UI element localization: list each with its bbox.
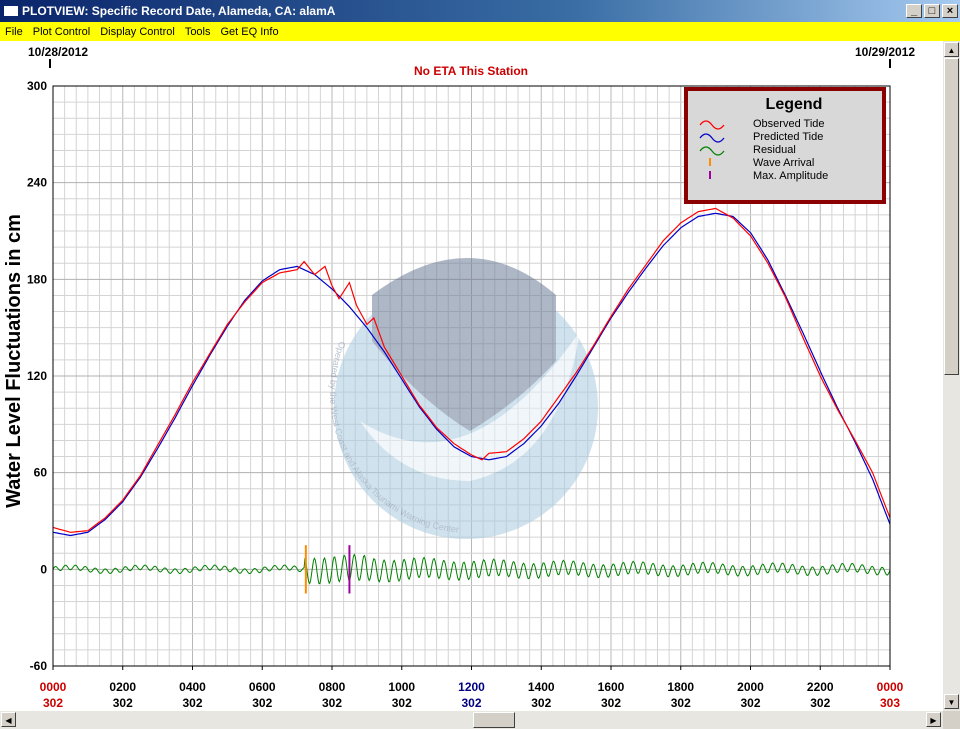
y-tick-label: 240 (27, 176, 47, 190)
scroll-down-button[interactable]: ▼ (944, 694, 959, 709)
y-tick-label: 180 (27, 272, 47, 286)
plot-area: 10/28/2012 10/29/2012 No ETA This Statio… (0, 41, 943, 711)
series-group (52, 207, 891, 594)
scroll-right-button[interactable]: ▶ (926, 712, 941, 727)
series-predicted-tide (52, 212, 891, 537)
x-tick-day: 302 (461, 696, 481, 710)
y-tick-label: 60 (34, 466, 48, 480)
x-tick-time: 1400 (528, 680, 555, 694)
close-button[interactable]: × (942, 4, 958, 18)
series-observed-tide (52, 207, 891, 533)
menu-tools[interactable]: Tools (184, 25, 211, 38)
series-residual (52, 553, 891, 585)
menu-get-eq-info[interactable]: Get EQ Info (220, 25, 279, 38)
menu-display-control[interactable]: Display Control (100, 25, 175, 38)
x-tick-time: 2000 (737, 680, 764, 694)
legend-box (684, 87, 886, 204)
scroll-up-button[interactable]: ▲ (944, 42, 959, 57)
x-tick-day: 302 (252, 696, 272, 710)
x-tick-time: 1800 (667, 680, 694, 694)
noaa-watermark-wave (360, 331, 580, 481)
y-tick-label: 120 (27, 369, 47, 383)
x-tick-day: 302 (392, 696, 412, 710)
legend-item-label: Predicted Tide (753, 131, 823, 143)
date-left: 10/28/2012 (28, 45, 88, 59)
x-tick-day: 302 (671, 696, 691, 710)
legend-swatch-observed-tide (699, 120, 725, 130)
legend-item-label: Wave Arrival (753, 157, 814, 169)
noaa-watermark: Operated by the West Coast and Alaska Ts… (328, 258, 598, 539)
legend-item-label: Max. Amplitude (753, 170, 828, 182)
x-tick-day: 302 (182, 696, 202, 710)
x-tick-day: 303 (880, 696, 900, 710)
vertical-scroll-thumb[interactable] (944, 58, 959, 375)
x-tick-time: 0000 (877, 680, 904, 694)
legend-item-label: Observed Tide (753, 118, 825, 130)
x-tick-time: 1200 (458, 680, 485, 694)
scrollbar-corner (943, 711, 960, 729)
menu-bar: File Plot Control Display Control Tools … (0, 22, 960, 41)
legend-swatch-predicted-tide (699, 133, 725, 143)
x-tick-day: 302 (113, 696, 133, 710)
y-tick-label: 0 (40, 562, 47, 576)
x-tick-time: 0000 (40, 680, 67, 694)
vertical-scrollbar[interactable]: ▲ ▼ (943, 41, 960, 711)
app-icon (4, 6, 18, 16)
minimize-button[interactable]: _ (906, 4, 922, 18)
maximize-button[interactable]: □ (924, 4, 940, 18)
x-tick-day: 302 (740, 696, 760, 710)
x-tick-time: 1600 (598, 680, 625, 694)
noaa-watermark-bird (372, 258, 556, 431)
x-tick-time: 0600 (249, 680, 276, 694)
scroll-left-button[interactable]: ◀ (1, 712, 16, 727)
plot-frame (52, 85, 891, 667)
x-tick-time: 2200 (807, 680, 834, 694)
x-tick-time: 0400 (179, 680, 206, 694)
x-axis: 0000 302 0200 302 0400 302 0600 302 0800 302 1000 3… (40, 666, 904, 710)
x-tick-day: 302 (601, 696, 621, 710)
y-tick-label: -60 (30, 659, 48, 673)
date-right: 10/29/2012 (855, 45, 915, 59)
tide-chart: 10/28/2012 10/29/2012 No ETA This Statio… (3, 45, 915, 710)
legend-title: Legend (766, 96, 823, 113)
menu-file[interactable]: File (5, 25, 23, 38)
x-tick-time: 1000 (388, 680, 415, 694)
legend-swatch-residual (699, 146, 725, 156)
x-tick-day: 302 (43, 696, 63, 710)
horizontal-scroll-thumb[interactable] (473, 712, 515, 728)
x-tick-day: 302 (531, 696, 551, 710)
y-axis-label: Water Level Fluctuations in cm (3, 214, 25, 508)
horizontal-scrollbar[interactable]: ◀ ▶ (0, 711, 943, 729)
y-tick-label: 300 (27, 79, 47, 93)
x-tick-time: 0800 (319, 680, 346, 694)
x-tick-day: 302 (322, 696, 342, 710)
title-bar: PLOTVIEW: Specific Record Date, Alameda,… (0, 0, 960, 22)
y-axis: 300 240 180 120 60 0 -60 (27, 79, 47, 673)
legend-item-label: Residual (753, 144, 796, 156)
menu-plot-control[interactable]: Plot Control (32, 25, 91, 38)
x-tick-day: 302 (810, 696, 830, 710)
eta-status: No ETA This Station (414, 64, 528, 78)
x-tick-time: 0200 (109, 680, 136, 694)
window-title: PLOTVIEW: Specific Record Date, Alameda,… (22, 4, 336, 18)
